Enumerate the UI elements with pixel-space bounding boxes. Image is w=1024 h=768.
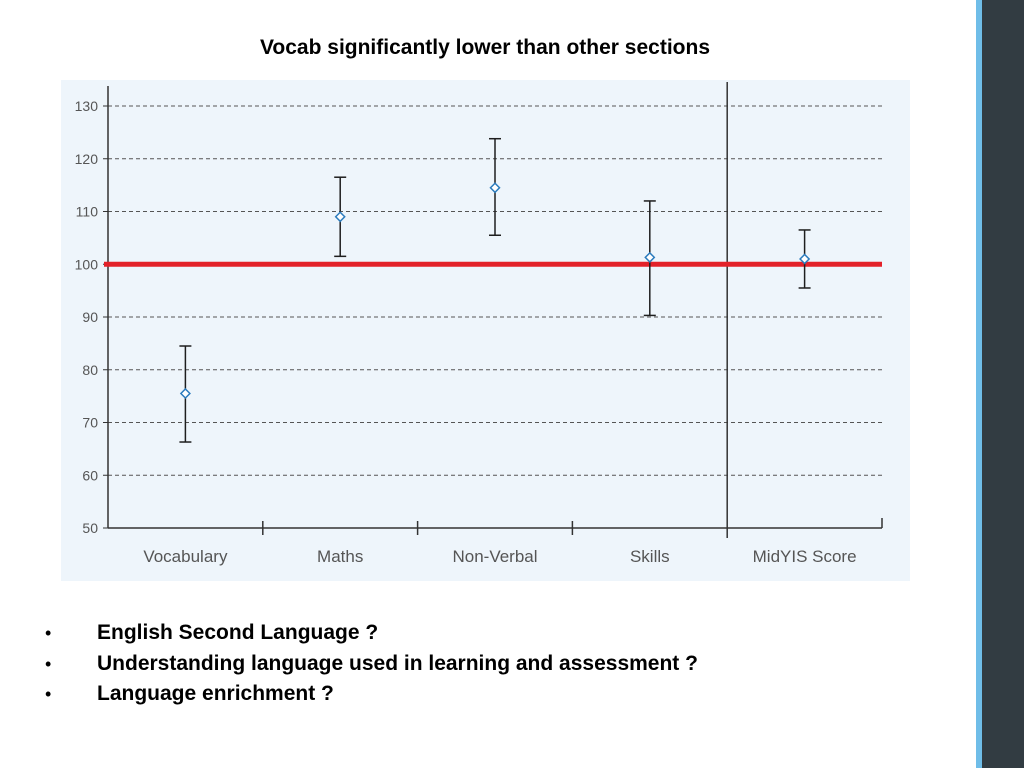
bullet-dot: • bbox=[45, 623, 52, 643]
x-tick-label-vocabulary: Vocabulary bbox=[143, 547, 228, 566]
slide-title: Vocab significantly lower than other sec… bbox=[259, 36, 711, 59]
data-point-skills bbox=[644, 251, 656, 263]
y-tick-label-80: 80 bbox=[82, 362, 98, 378]
x-tick-label-skills: Skills bbox=[630, 547, 670, 566]
x-tick-label-midyis-score: MidYIS Score bbox=[753, 547, 857, 566]
bullet-item-esl: • English Second Language ? bbox=[40, 618, 698, 649]
y-tick-label-110: 110 bbox=[76, 204, 99, 220]
x-tick-label-maths: Maths bbox=[317, 547, 363, 566]
bullet-text: Understanding language used in learning … bbox=[97, 651, 698, 675]
x-tick-label-non-verbal: Non-Verbal bbox=[452, 547, 537, 566]
chart-area: 50 60 70 80 90 100 110 120 130 Vocabulary Maths Non… bbox=[61, 80, 910, 581]
side-decor-bar bbox=[982, 0, 1024, 768]
y-tick-label-70: 70 bbox=[82, 415, 98, 431]
score-chart: 50 60 70 80 90 100 110 120 130 Vocabulary Maths Non… bbox=[61, 80, 910, 581]
bullet-text: Language enrichment ? bbox=[97, 682, 334, 705]
data-point-non-verbal bbox=[489, 182, 501, 194]
bullet-item-understanding: • Understanding language used in learning… bbox=[40, 649, 698, 680]
bullet-text: English Second Language ? bbox=[97, 621, 379, 644]
y-tick-label-90: 90 bbox=[82, 309, 98, 325]
side-accent-stripe bbox=[976, 0, 982, 768]
y-tick-label-60: 60 bbox=[82, 467, 98, 483]
bullet-item-enrichment: • Language enrichment ? bbox=[40, 679, 698, 710]
data-point-midyis-score bbox=[799, 253, 811, 265]
bullet-dot: • bbox=[45, 684, 52, 704]
bullet-dot: • bbox=[45, 653, 52, 674]
bullet-list: • English Second Language ? • Understandin… bbox=[40, 618, 698, 710]
data-point-maths bbox=[334, 211, 346, 223]
y-tick-label-130: 130 bbox=[75, 98, 99, 114]
data-point-vocabulary bbox=[179, 387, 191, 400]
plot-background bbox=[61, 80, 910, 581]
y-tick-label-120: 120 bbox=[75, 151, 99, 167]
y-tick-label-100: 100 bbox=[75, 256, 99, 272]
y-tick-label-50: 50 bbox=[82, 520, 98, 536]
